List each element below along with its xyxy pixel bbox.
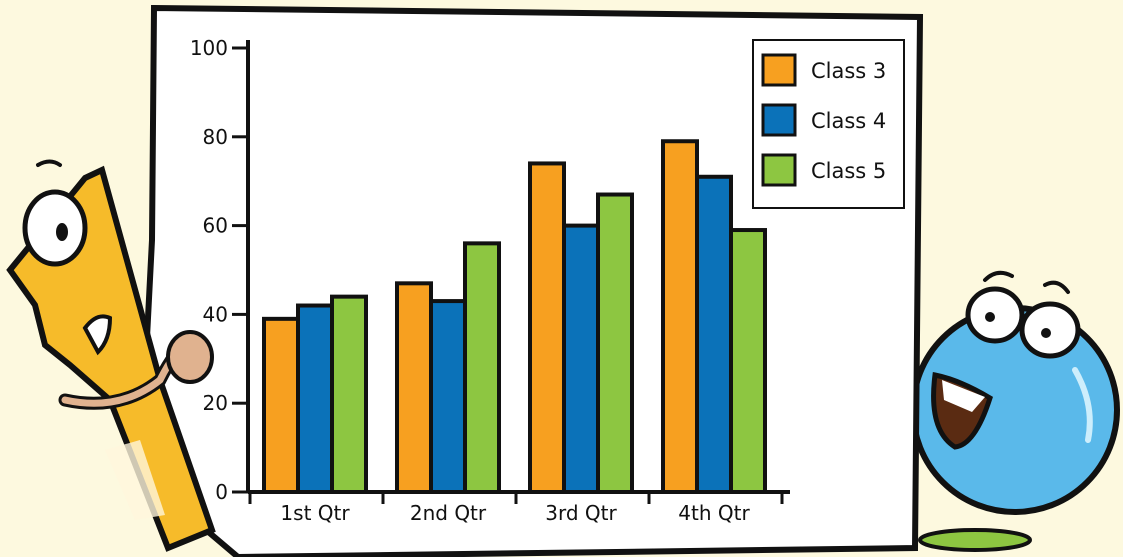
x-category-label: 2nd Qtr — [410, 501, 487, 525]
y-tick-label: 100 — [190, 36, 228, 60]
bar-class-3-1st-qtr — [262, 316, 300, 494]
legend-label: Class 5 — [811, 159, 886, 183]
bar-class-4-2nd-qtr — [429, 299, 467, 494]
bar-class-3-4th-qtr — [661, 139, 699, 495]
y-tick-label: 20 — [203, 391, 228, 415]
x-category-label: 3rd Qtr — [545, 501, 617, 525]
bar-class-4-3rd-qtr — [562, 223, 600, 494]
legend-swatch — [761, 153, 797, 187]
y-tick-label: 80 — [203, 125, 228, 149]
y-tick-label: 40 — [203, 302, 228, 326]
x-axis-labels: 1st Qtr 2nd Qtr 3rd Qtr 4th Qtr — [248, 492, 784, 525]
legend-label: Class 3 — [811, 59, 886, 83]
bar-class-5-4th-qtr — [729, 228, 767, 494]
bar-class-4-4th-qtr — [695, 174, 733, 494]
bar-class-3-2nd-qtr — [395, 281, 433, 494]
bar-class-5-2nd-qtr — [463, 241, 501, 494]
bar-class-4-1st-qtr — [296, 303, 334, 494]
y-tick-label: 60 — [203, 214, 228, 238]
number-one-character-icon — [6, 159, 216, 552]
legend-label: Class 4 — [811, 109, 886, 133]
x-category-label: 4th Qtr — [678, 501, 750, 525]
legend-swatch — [761, 53, 797, 87]
bar-class-5-1st-qtr — [330, 294, 368, 495]
bar-series — [262, 139, 767, 495]
legend: Class 3 Class 4 Class 5 — [752, 39, 905, 209]
legend-swatch — [761, 103, 797, 137]
y-axis-ticks: 0 20 40 60 80 100 — [190, 36, 248, 504]
bar-class-5-3rd-qtr — [596, 192, 634, 495]
y-tick-label: 0 — [215, 480, 228, 504]
blue-ball-character-icon — [910, 270, 1120, 552]
x-category-label: 1st Qtr — [280, 501, 350, 525]
bar-class-3-3rd-qtr — [528, 161, 566, 494]
